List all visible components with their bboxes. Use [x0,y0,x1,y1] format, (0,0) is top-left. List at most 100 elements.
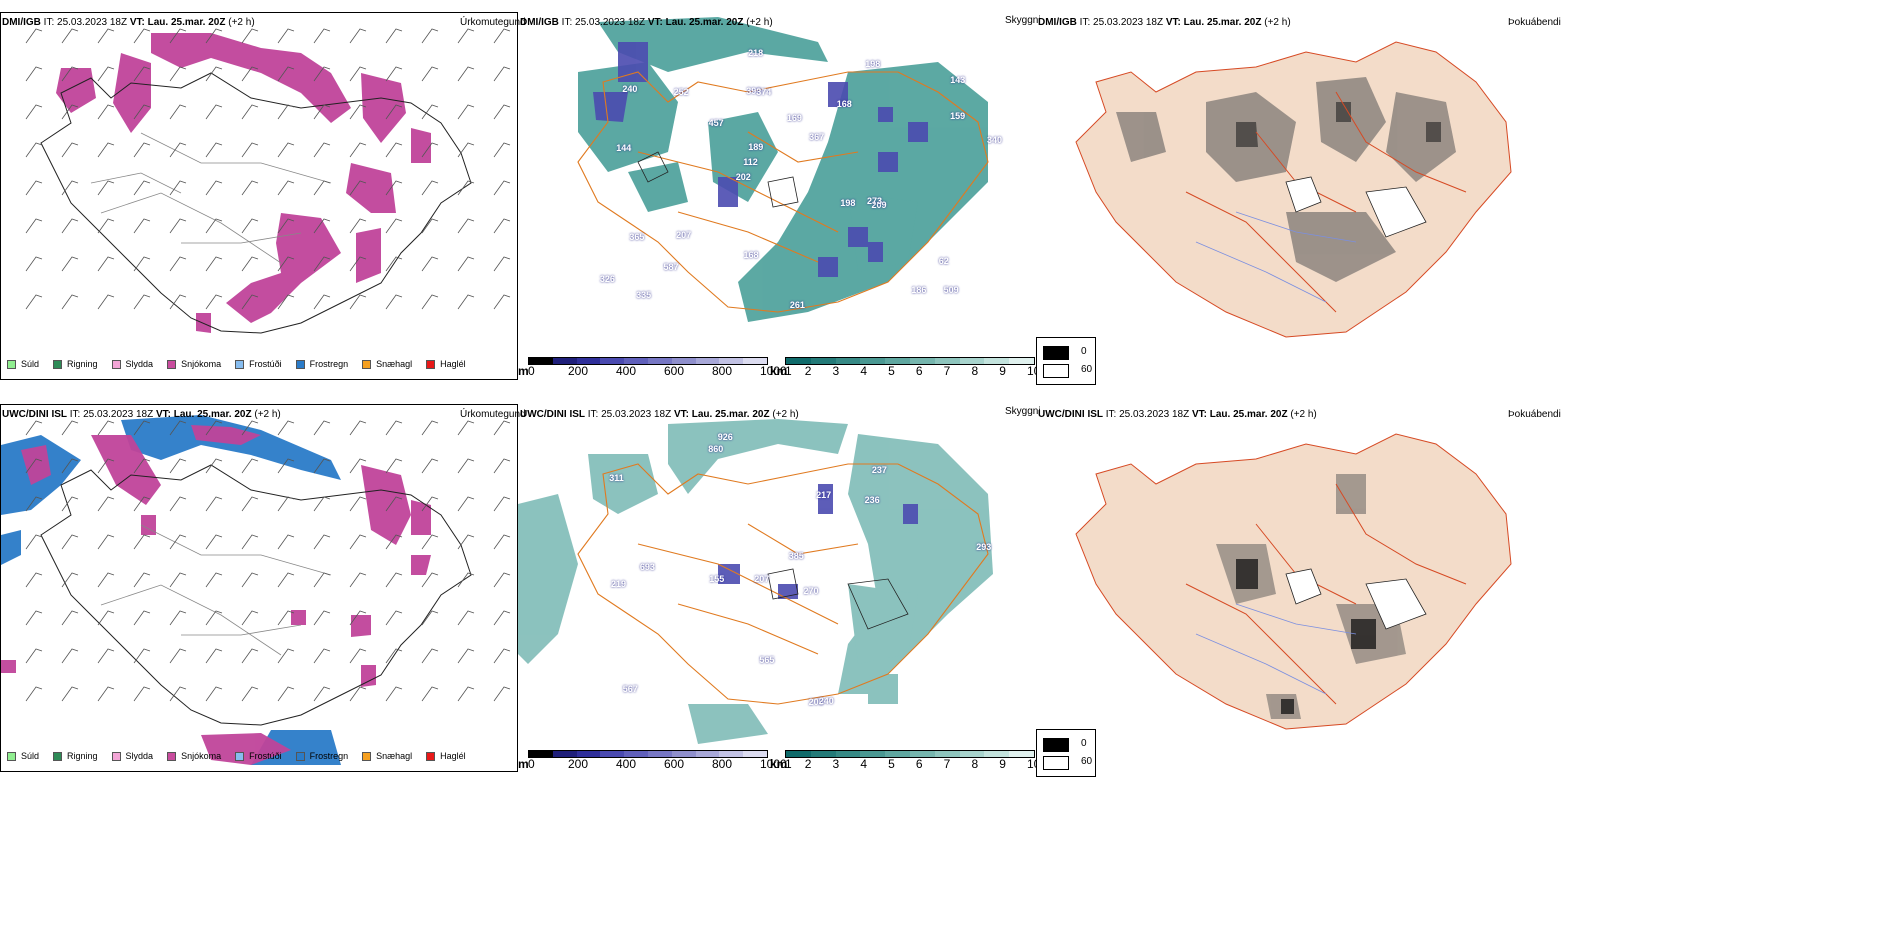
wind-barb [61,256,79,272]
vis-m-ticks-bottom: m 0 200 400 600 800 1000 [518,757,787,771]
wind-barb [493,256,511,272]
wind-barb [169,572,187,588]
wind-barb [25,218,43,234]
wind-barb [133,534,151,550]
wind-barb [25,534,43,550]
wind-barb [97,180,115,196]
colorbar-tick-label: 5 [888,757,895,771]
wind-barb [133,420,151,436]
wind-barb [421,180,439,196]
colorbar-tick-label: 8 [971,757,979,771]
wind-barb [169,294,187,310]
colorbar-segment [743,751,767,757]
wind-barb [61,648,79,664]
legend-label: Snjókoma [181,751,222,761]
wind-barb [493,610,511,626]
colorbar-segment [885,358,910,364]
wind-barb [25,420,43,436]
legend-item: Frostregn [295,359,348,369]
fog-map-panel-top [1036,12,1556,352]
wind-barb [349,458,367,474]
wind-barb [61,496,79,512]
wind-barb [61,28,79,44]
colorbar-segment [909,358,935,364]
wind-barb [61,218,79,234]
wind-barb [349,256,367,272]
fog-key-bottom: 0 60 [1036,729,1096,777]
wind-barb [97,142,115,158]
model-name: UWC/DINI ISL [2,409,67,420]
wind-barb [241,610,259,626]
wind-barb [385,180,403,196]
wind-barb [97,66,115,82]
visibility-value-label: 385 [788,550,804,561]
wind-barb [349,104,367,120]
colorbar-tick-label: 1 [785,757,792,771]
wind-barb [457,648,475,664]
wind-barb [349,420,367,436]
wind-barb [133,572,151,588]
legend-item: Frostúði [235,751,282,761]
wind-barb [241,28,259,44]
wind-barb [385,496,403,512]
wind-barb [385,572,403,588]
wind-barb [277,28,295,44]
wind-barb [349,496,367,512]
wind-barb [25,180,43,196]
iceland-map-fog-bottom [1075,433,1512,730]
visibility-value-label: 168 [743,249,759,260]
wind-barb [385,648,403,664]
wind-barb [349,648,367,664]
wind-barb [205,142,223,158]
colorbar-segment [743,358,767,364]
colorbar-segment [934,751,960,757]
wind-barb [97,458,115,474]
wind-barb [97,218,115,234]
wind-barb [97,686,115,702]
colorbar-unit: km [770,757,788,771]
colorbar-tick-label: 0 [528,757,535,771]
visibility-value-label: 587 [663,262,679,273]
colorbar-tick-label: 6 [915,757,923,771]
wind-barb [205,648,223,664]
visibility-value-label: 202 [735,172,751,183]
wind-barb [205,104,223,120]
wind-barb [61,534,79,550]
wind-barb [241,294,259,310]
legend-label: Slydda [125,751,154,761]
wind-barb [97,104,115,120]
legend-item: Frostregn [295,751,348,761]
wind-barb [241,648,259,664]
wind-barb [493,572,511,588]
wind-barb [25,256,43,272]
wind-barb [277,218,295,234]
wind-barb [241,496,259,512]
legend-swatch [167,751,177,761]
wind-barb [385,294,403,310]
visibility-value-label: 155 [709,574,725,584]
wind-barb [133,686,151,702]
wind-barb [385,458,403,474]
wind-barb [457,496,475,512]
wind-barb [97,294,115,310]
iceland-map-visibility-top [577,17,989,322]
legend-label: Frostúði [249,359,282,369]
wind-barb [97,610,115,626]
legend-swatch [111,751,121,761]
legend-swatch [426,359,436,369]
wind-barb [25,66,43,82]
colorbar-segment [624,358,648,364]
iceland-map-fog-top [1075,41,1512,338]
colorbar-tick-label: 200 [568,757,589,771]
wind-barb [61,610,79,626]
legend-label: Haglél [440,359,466,369]
panel-header-fog-top: DMI/IGB IT: 25.03.2023 18Z VT: Lau. 25.m… [1038,17,1291,28]
wind-barb [313,294,331,310]
wind-barb [169,648,187,664]
visibility-value-label: 311 [609,473,624,484]
vis-m-colorbar-bottom [528,750,768,758]
legend-item: Slydda [111,359,153,369]
wind-barb [205,218,223,234]
wind-barb [25,610,43,626]
visibility-value-label: 270 [803,586,819,597]
